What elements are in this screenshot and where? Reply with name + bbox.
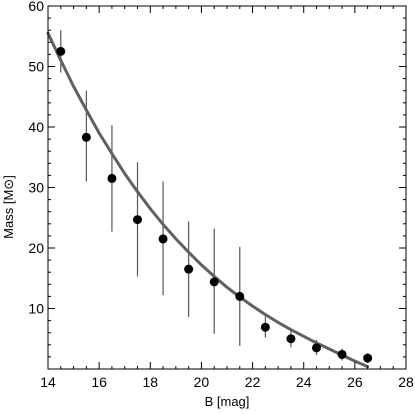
data-point xyxy=(312,343,321,353)
data-point xyxy=(81,132,91,142)
y-axis-title-suffix: ] xyxy=(1,175,16,179)
y-axis-title-prefix: Mass [M xyxy=(1,190,16,239)
data-point xyxy=(235,291,245,301)
fit-curve xyxy=(46,31,370,369)
data-point xyxy=(158,234,168,244)
y-axis-title: Mass [M⊙] xyxy=(1,175,16,239)
tick-labels: 14 16 18 20 22 24 26 28 10 20 30 40 50 60 xyxy=(28,0,414,390)
y-tick-label: 60 xyxy=(28,0,44,14)
data-point xyxy=(363,353,373,363)
x-tick-label: 26 xyxy=(347,374,363,390)
axis-ticks xyxy=(47,5,407,369)
data-point xyxy=(133,215,142,225)
data-point xyxy=(286,334,296,344)
y-tick-label: 50 xyxy=(28,59,44,75)
x-tick-label: 22 xyxy=(245,374,261,390)
data-point xyxy=(56,46,66,56)
y-tick-label: 20 xyxy=(28,240,44,256)
x-axis-title: B [mag] xyxy=(205,394,250,409)
data-points xyxy=(56,46,373,363)
y-tick-label: 40 xyxy=(28,119,44,135)
data-point xyxy=(337,349,347,359)
x-tick-label: 28 xyxy=(398,374,414,390)
plot-axes xyxy=(47,5,407,370)
x-tick-label: 24 xyxy=(296,374,312,390)
x-tick-label: 20 xyxy=(194,374,210,390)
data-point xyxy=(184,264,194,274)
y-tick-label: 10 xyxy=(28,301,44,317)
x-tick-label: 14 xyxy=(40,374,56,390)
sun-symbol: ⊙ xyxy=(1,179,16,190)
y-tick-label: 30 xyxy=(28,180,44,196)
x-tick-label: 16 xyxy=(91,374,107,390)
data-point xyxy=(107,173,117,183)
x-tick-label: 18 xyxy=(142,374,158,390)
error-bars xyxy=(60,30,369,363)
data-point xyxy=(260,322,270,332)
data-point xyxy=(209,277,219,287)
fit-curve-group xyxy=(46,31,370,369)
plot-frame xyxy=(47,5,407,370)
